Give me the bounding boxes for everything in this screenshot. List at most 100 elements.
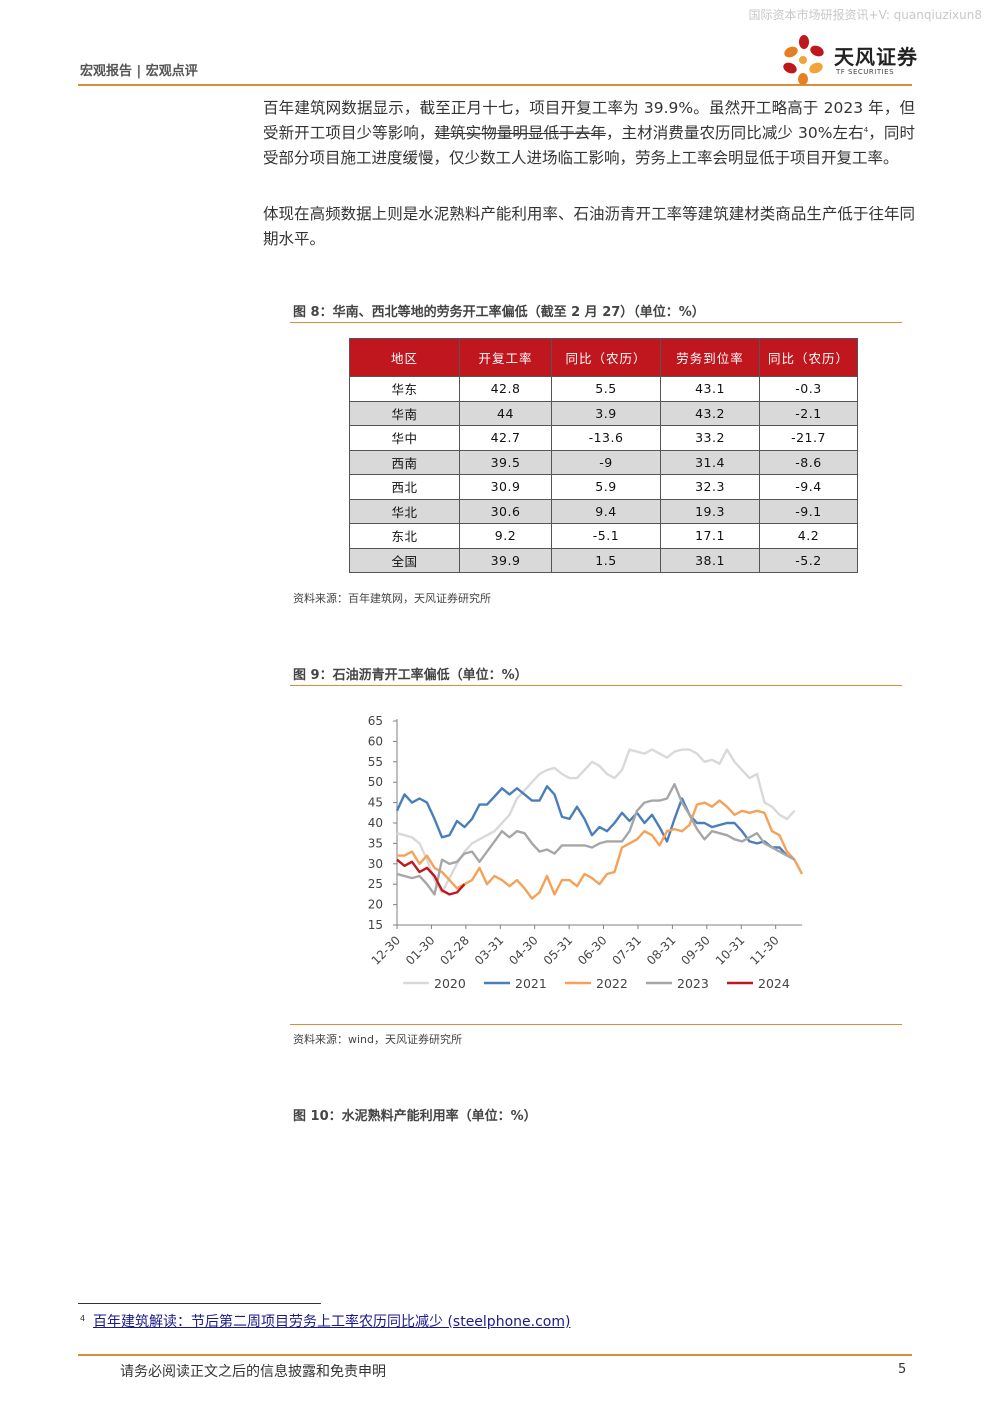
- logo-subtext: TF SECURITIES: [836, 68, 895, 76]
- figure-10-title: 图 10：水泥熟料产能利用率（单位：%）: [293, 1109, 537, 1124]
- y-tick-label: 60: [368, 734, 383, 748]
- figure-8-rule: [290, 322, 902, 323]
- table-cell: 4.2: [759, 523, 858, 549]
- legend-label: 2022: [596, 976, 628, 991]
- x-tick-label: 03-31: [472, 933, 507, 968]
- legend-label: 2024: [758, 976, 790, 991]
- table-cell: 17.1: [660, 523, 760, 549]
- footer-divider: [78, 1354, 912, 1356]
- table-cell: 43.1: [660, 376, 760, 402]
- struck-text: 建筑实物量明显低于去年: [434, 124, 606, 142]
- series-line-2023: [396, 782, 796, 896]
- body-paragraph-1: 百年建筑网数据显示，截至正月十七，项目开复工率为 39.9%。虽然开工略高于 2…: [263, 96, 915, 171]
- table-cell: -13.6: [551, 425, 661, 451]
- figure-8-source: 资料来源：百年建筑网，天风证券研究所: [293, 592, 491, 605]
- figure-9-rule: [290, 685, 902, 686]
- table-cell: 39.9: [459, 547, 552, 573]
- table-cell: 东北: [349, 523, 460, 549]
- y-tick-label: 40: [368, 816, 383, 830]
- paragraph-text: ，同时受部分项目施工进度缓慢，仅少数工人进场临工影响，劳务上工率会明显低于项目开…: [263, 124, 915, 167]
- table-row: 华中 42.7 -13.6 33.2 -21.7: [349, 425, 858, 451]
- legend-label: 2023: [677, 976, 709, 991]
- column-header: 劳务到位率: [660, 338, 760, 377]
- table-cell: -5.1: [551, 523, 661, 549]
- table-row: 东北 9.2 -5.1 17.1 4.2: [349, 523, 858, 549]
- table-cell: -9.4: [759, 474, 858, 500]
- table-cell: 19.3: [660, 498, 760, 524]
- labor-rate-table: 地区 开复工率 同比（农历） 劳务到位率 同比（农历） 华东 42.8 5.5 43.…: [349, 338, 858, 573]
- table-header-row: 地区 开复工率 同比（农历） 劳务到位率 同比（农历）: [349, 338, 858, 377]
- table-row: 华南 44 3.9 43.2 -2.1: [349, 400, 858, 426]
- footnote-number: 4: [80, 1314, 86, 1323]
- column-header: 同比（农历）: [759, 338, 858, 377]
- body-paragraph-2: 体现在高频数据上则是水泥熟料产能利用率、石油沥青开工率等建筑建材类商品生产低于往…: [263, 202, 915, 252]
- y-tick-label: 45: [368, 796, 383, 810]
- table-cell: 1.5: [551, 547, 661, 573]
- legend-label: 2021: [515, 976, 547, 991]
- table-cell: 西南: [349, 449, 460, 475]
- y-tick-label: 65: [368, 714, 383, 728]
- table-cell: 华北: [349, 498, 460, 524]
- table-cell: 华中: [349, 425, 460, 451]
- asphalt-operating-rate-chart: 15 20 25 30 35 40 45 50 55 60 65 12-30 01-30 02-28 03-…: [368, 714, 804, 991]
- x-tick-label: 05-31: [541, 933, 576, 968]
- table-cell: 43.2: [660, 400, 760, 426]
- y-tick-label: 30: [368, 857, 383, 871]
- header-divider: [78, 84, 912, 86]
- figure-9-source: 资料来源：wind，天风证券研究所: [293, 1033, 463, 1046]
- table-cell: 3.9: [551, 400, 661, 426]
- table-cell: 31.4: [660, 449, 760, 475]
- page-number: 5: [898, 1362, 907, 1377]
- paragraph-text: 体现在高频数据上则是水泥熟料产能利用率、石油沥青开工率等建筑建材类商品生产低于往…: [263, 205, 915, 248]
- figure-9-bottom-rule: [290, 1024, 902, 1025]
- table-row: 华北 30.6 9.4 19.3 -9.1: [349, 498, 858, 524]
- table-cell: 5.5: [551, 376, 661, 402]
- table-cell: 西北: [349, 474, 460, 500]
- y-tick-label: 20: [368, 898, 383, 912]
- footnote-marker[interactable]: 4: [863, 125, 869, 134]
- table-row: 西北 30.9 5.9 32.3 -9.4: [349, 474, 858, 500]
- x-tick-label: 07-31: [610, 933, 645, 968]
- table-cell: -0.3: [759, 376, 858, 402]
- table-cell: 5.9: [551, 474, 661, 500]
- table-cell: 42.7: [459, 425, 552, 451]
- footnote-link[interactable]: 百年建筑解读：节后第二周项目劳务上工率农历同比减少 (steelphone.co…: [93, 1314, 571, 1330]
- figure-9-title: 图 9：石油沥青开工率偏低（单位：%）: [293, 668, 528, 683]
- y-tick-label: 35: [368, 836, 383, 850]
- footnote-divider: [78, 1303, 321, 1304]
- column-header: 地区: [349, 338, 460, 377]
- figure-8-title: 图 8：华南、西北等地的劳务开工率偏低（截至 2 月 27）（单位：%）: [293, 305, 705, 320]
- disclaimer-text: 请务必阅读正文之后的信息披露和免责申明: [120, 1364, 386, 1380]
- logo-text: 天风证券: [834, 45, 918, 69]
- series-line-2021: [395, 785, 788, 857]
- paragraph-text: 百年建筑网数据显示，截至正月十七，项目开复工率为 39.9%。虽然开工略高于 2…: [263, 99, 915, 142]
- table-cell: 44: [459, 400, 552, 426]
- x-tick-label: 10-31: [713, 933, 748, 968]
- x-tick-label: 11-30: [747, 933, 782, 968]
- series-line-2024: [396, 858, 466, 896]
- table-row: 华东 42.8 5.5 43.1 -0.3: [349, 376, 858, 402]
- x-tick-label: 08-31: [644, 933, 679, 968]
- y-tick-label: 15: [368, 918, 383, 932]
- table-cell: -9.1: [759, 498, 858, 524]
- table-cell: 42.8: [459, 376, 552, 402]
- column-header: 开复工率: [459, 338, 552, 377]
- watermark: 国际资本市场研报资讯+V: quanqiuzixun8: [748, 8, 982, 22]
- x-tick-label: 04-30: [506, 933, 541, 968]
- table-cell: 华东: [349, 376, 460, 402]
- table-cell: -9: [551, 449, 661, 475]
- y-tick-label: 50: [368, 775, 383, 789]
- series-line-2022: [397, 799, 804, 900]
- table-cell: -8.6: [759, 449, 858, 475]
- flower-logo-icon: [783, 35, 824, 85]
- company-logo: 天风证券 TF SECURITIES: [778, 32, 918, 88]
- y-tick-label: 55: [368, 755, 383, 769]
- x-tick-label: 06-30: [575, 933, 610, 968]
- column-header: 同比（农历）: [551, 338, 661, 377]
- table-cell: -2.1: [759, 400, 858, 426]
- table-cell: 华南: [349, 400, 460, 426]
- table-cell: -5.2: [759, 547, 858, 573]
- table-cell: 38.1: [660, 547, 760, 573]
- legend-label: 2020: [434, 976, 466, 991]
- report-type-label: 宏观报告 | 宏观点评: [80, 64, 198, 79]
